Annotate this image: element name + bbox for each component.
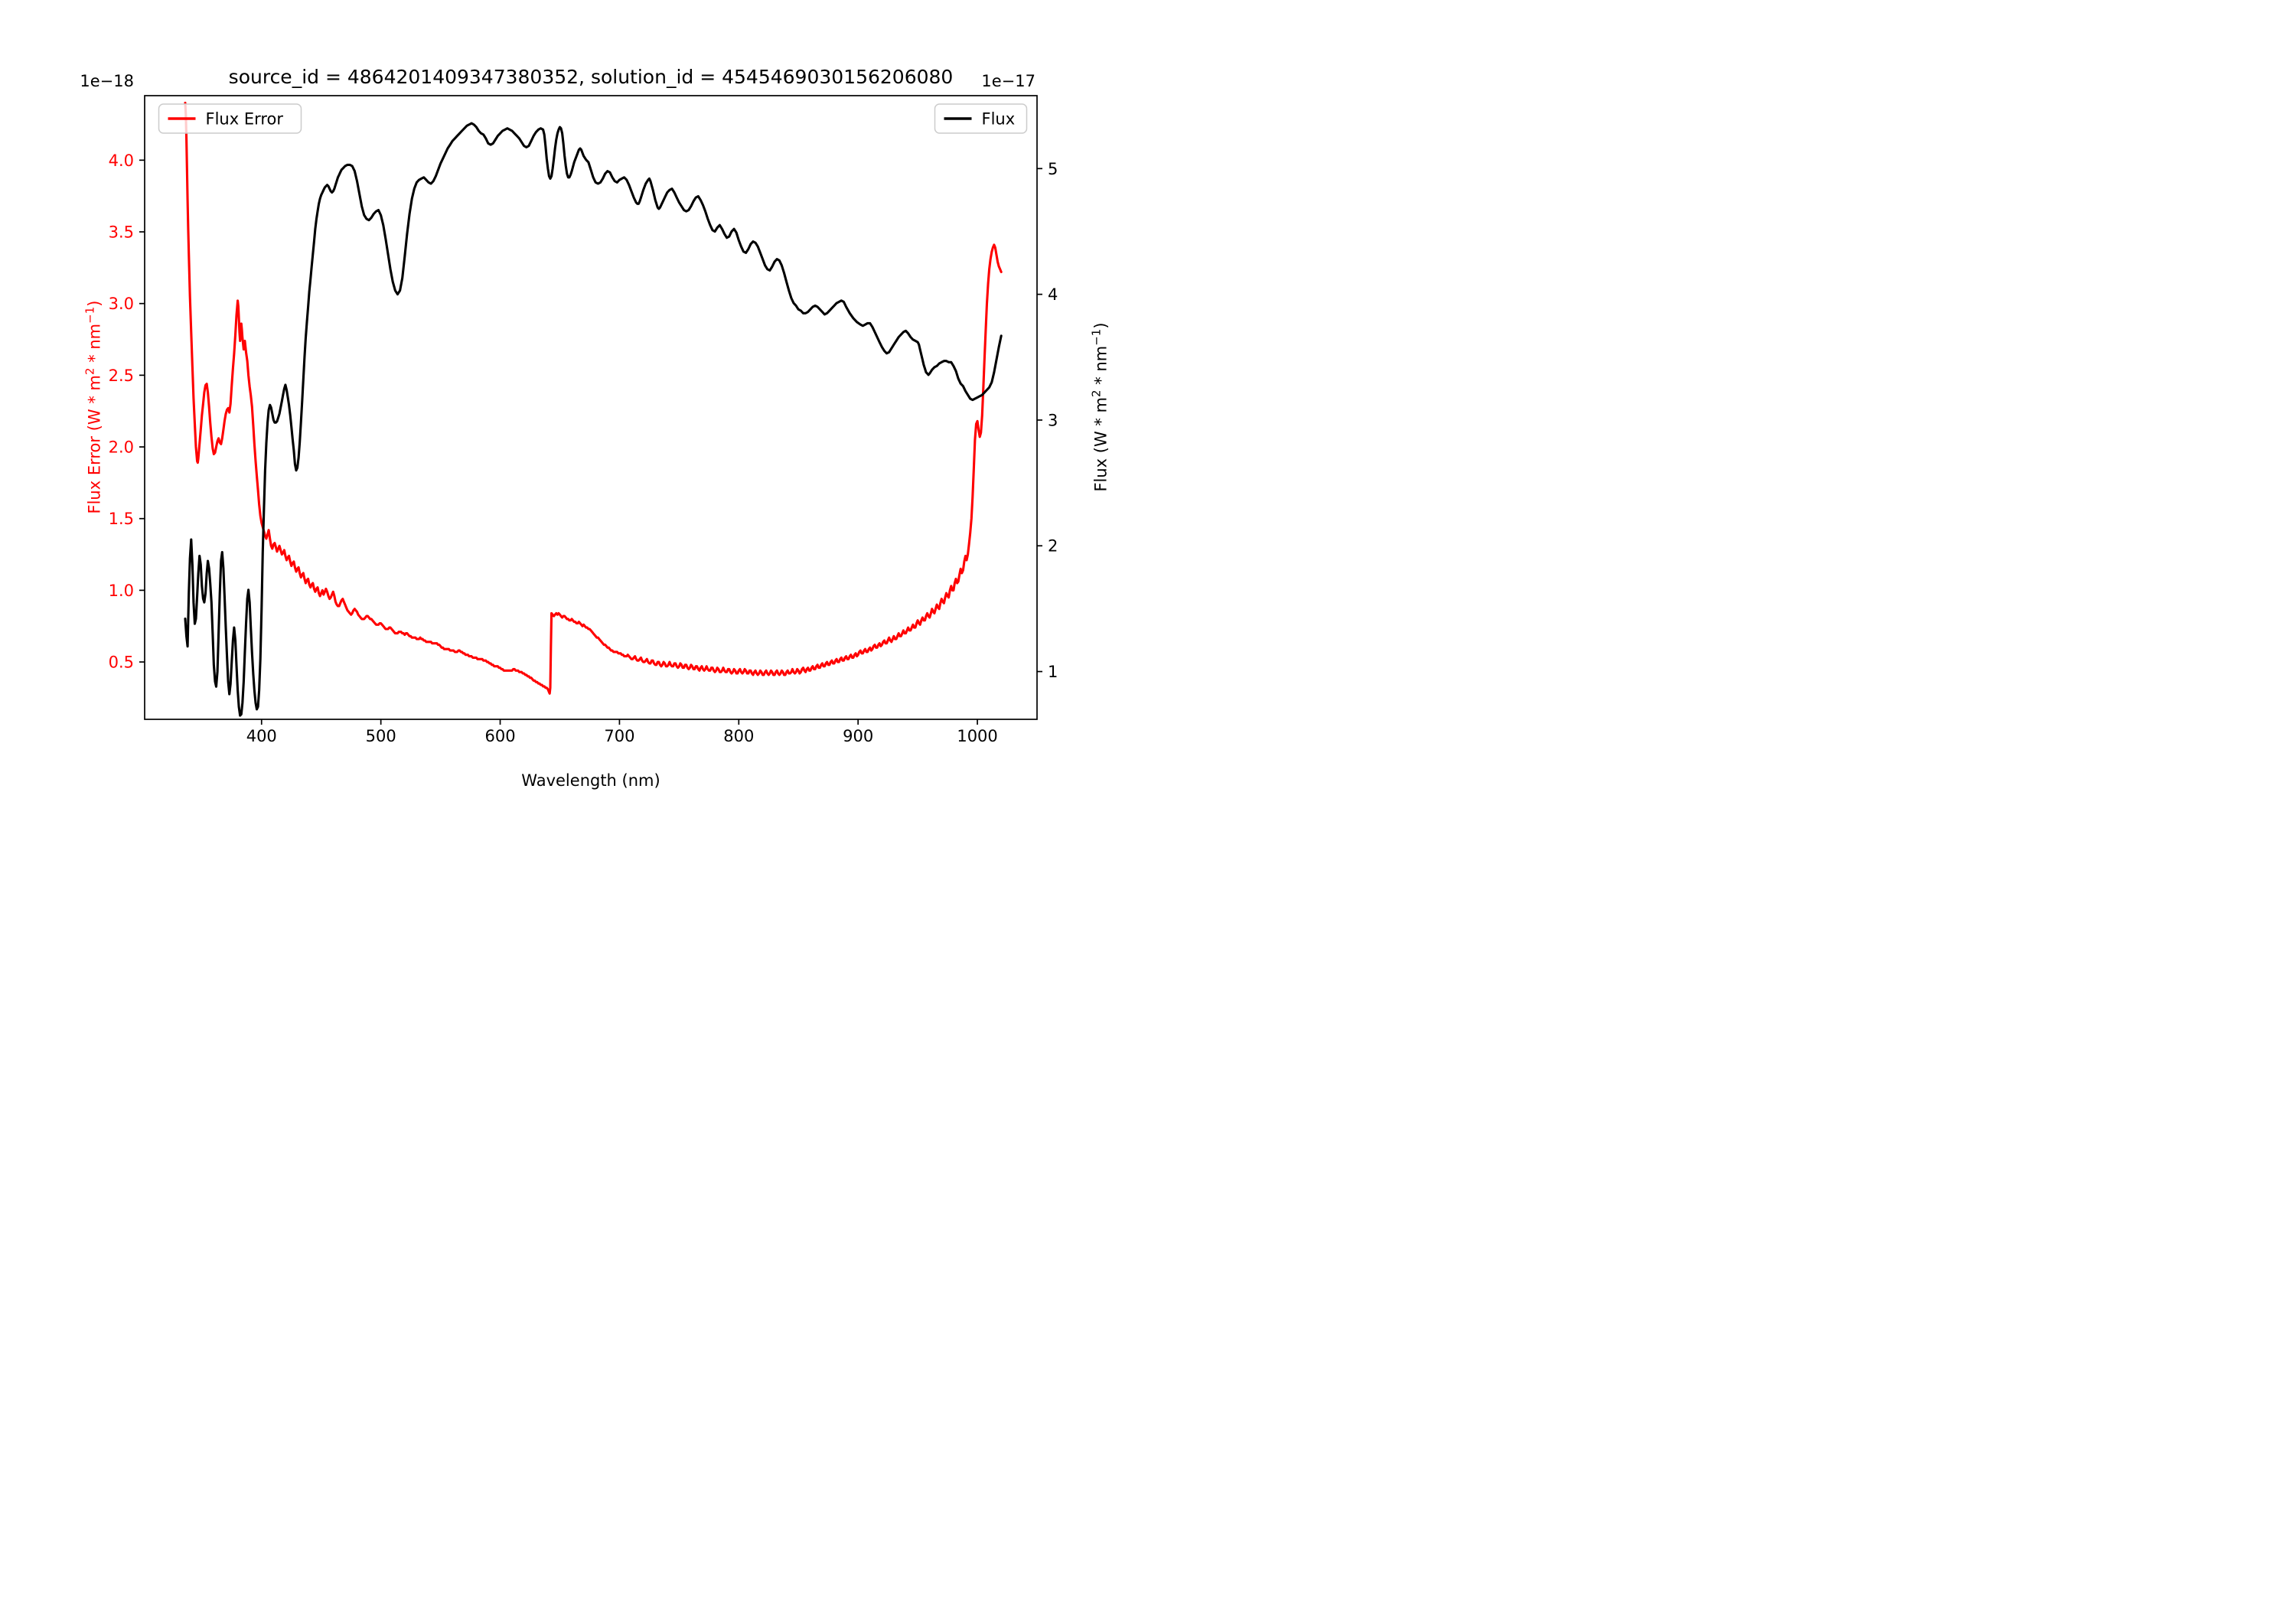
legend-flux-error-box [158,103,302,134]
y-left-offset-text: 1e−18 [80,72,134,90]
x-tick-label: 600 [484,727,515,745]
x-tick-label: 400 [246,727,277,745]
ylabel-superscript: −1 [1089,328,1104,346]
ylabel-text: Flux (W * m [1091,396,1110,492]
y-left-tick-label: 3.0 [109,295,134,313]
y-left-tick-label: 4.0 [109,152,134,170]
y-right-tick-label: 4 [1048,285,1058,304]
legend-flux: Flux [934,103,1028,134]
y-axis-label-right: Flux (W * m2 * nm−1) [1090,322,1110,491]
legend-flux-error: Flux Error [158,103,302,134]
y-axis-label-left: Flux Error (W * m2 * nm−1) [83,301,104,514]
y-left-tick-label: 2.5 [109,367,134,385]
ylabel-text: ) [85,300,104,307]
y-left-tick-label: 0.5 [109,654,134,672]
x-tick-label: 700 [604,727,634,745]
y-right-tick-label: 3 [1048,411,1058,429]
y-left-tick-label: 2.0 [109,438,134,457]
flux-curve [184,122,1003,717]
y-left-tick-label: 3.5 [109,223,134,241]
x-tick-label: 800 [723,727,754,745]
ylabel-superscript: −1 [83,306,97,324]
legend-flux-error-label: Flux Error [206,110,284,129]
flux-error-curve [184,101,1003,695]
ylabel-text: ) [1091,322,1110,329]
y-left-tick-label: 1.0 [109,582,134,600]
y-left-tick-label: 1.5 [109,510,134,528]
spectrum-figure: 400 500 600 700 800 900 1000 4.0 3.5 3.0 2.5 2.0 1.5… [0,0,1148,804]
legend-flux-box [934,103,1028,134]
chart-title: source_id = 4864201409347380352, solutio… [228,66,954,88]
y-right-tick-label: 5 [1048,160,1058,178]
x-axis-label: Wavelength (nm) [521,771,660,790]
y-right-tick-label: 2 [1048,537,1058,556]
ylabel-text: * nm [85,323,104,368]
ylabel-superscript: 2 [83,367,97,376]
x-tick-label: 900 [843,727,873,745]
ylabel-text: Flux Error (W * m [85,375,104,514]
x-tick-label: 1000 [957,727,997,745]
ylabel-text: * nm [1091,345,1110,390]
x-tick-label: 500 [366,727,396,745]
axes-spines [144,95,1038,720]
ylabel-superscript: 2 [1089,390,1104,397]
y-right-offset-text: 1e−17 [981,72,1035,90]
legend-flux-label: Flux [982,110,1016,129]
spectrum-chart-canvas: 400 500 600 700 800 900 1000 4.0 3.5 3.0 2.5 2.0 1.5… [80,72,1058,745]
y-right-tick-label: 1 [1048,663,1058,681]
